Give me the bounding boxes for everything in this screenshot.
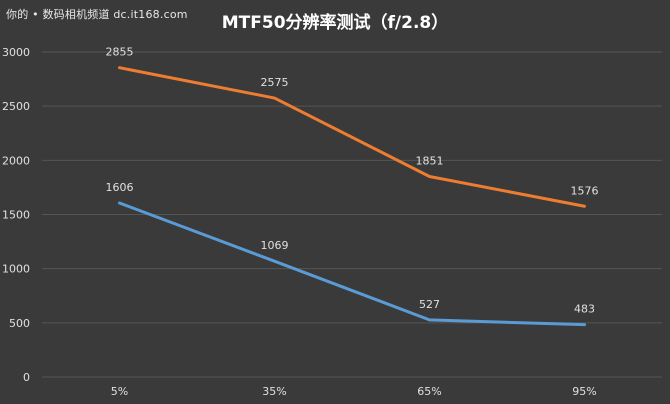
y-tick-label: 500 [9,317,30,330]
data-label: 1851 [416,154,444,167]
data-labels: 2855 2575 1851 1576 1606 1069 527 483 [106,46,599,316]
y-tick-label: 1500 [2,209,30,222]
y-tick-label: 1000 [2,263,30,276]
data-label: 1576 [571,184,599,197]
data-label: 483 [574,303,595,316]
watermark: 你的 • 数码相机频道 dc.it168.com [6,8,188,21]
y-tick-label: 0 [23,371,30,384]
y-tick-label: 2000 [2,154,30,167]
x-tick-label: 95% [572,385,596,398]
x-axis-ticks: 5% 35% 65% 95% [111,385,597,398]
grid-lines [42,51,662,378]
series-line-1 [118,66,586,208]
data-label: 2855 [106,46,134,59]
y-tick-label: 3000 [2,46,30,59]
series-line-2 [118,201,586,327]
data-label: 527 [419,298,440,311]
x-tick-label: 5% [111,385,128,398]
x-tick-label: 35% [262,385,286,398]
chart-title: MTF50分辨率测试（f/2.8） [221,13,449,33]
data-label: 1069 [261,239,289,252]
series-lines [118,66,586,327]
data-label: 1606 [106,181,134,194]
y-axis-ticks: 0 500 1000 1500 2000 2500 3000 [2,46,30,384]
data-label: 2575 [261,76,289,89]
y-tick-label: 2500 [2,100,30,113]
x-tick-label: 65% [417,385,441,398]
